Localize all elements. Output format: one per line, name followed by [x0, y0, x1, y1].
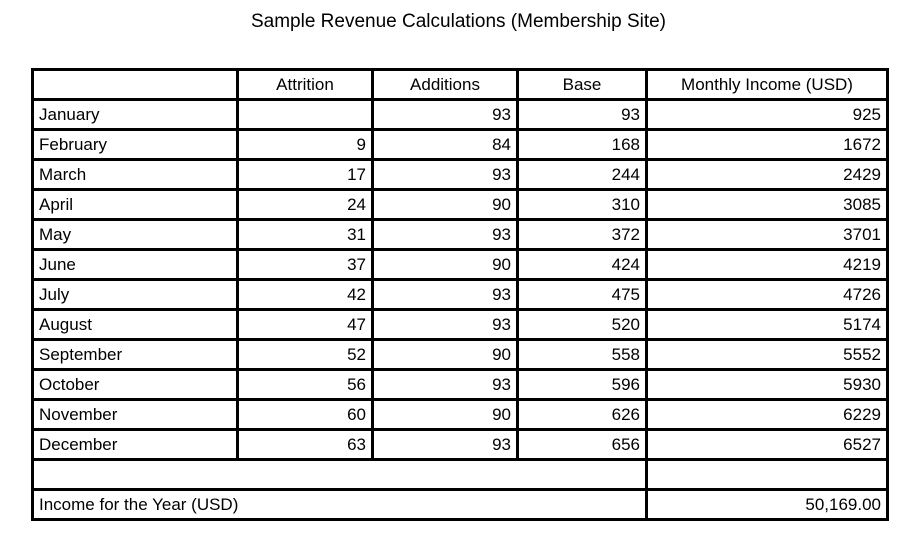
additions-cell: 93 — [371, 278, 519, 311]
additions-cell: 93 — [371, 218, 519, 251]
month-cell: January — [31, 98, 239, 131]
table-row: February 9 84 168 1672 — [31, 128, 889, 161]
header-base: Base — [516, 68, 648, 101]
spacer-cell-left — [31, 458, 648, 491]
base-cell: 372 — [516, 218, 648, 251]
base-cell: 310 — [516, 188, 648, 221]
attrition-cell: 47 — [236, 308, 374, 341]
month-cell: August — [31, 308, 239, 341]
additions-cell: 90 — [371, 248, 519, 281]
attrition-cell — [236, 98, 374, 131]
additions-cell: 93 — [371, 308, 519, 341]
month-cell: November — [31, 398, 239, 431]
table-row: December 63 93 656 6527 — [31, 428, 889, 461]
total-row: Income for the Year (USD) 50,169.00 — [31, 488, 889, 521]
month-cell: February — [31, 128, 239, 161]
attrition-cell: 42 — [236, 278, 374, 311]
month-cell: July — [31, 278, 239, 311]
attrition-cell: 56 — [236, 368, 374, 401]
month-cell: December — [31, 428, 239, 461]
header-month — [31, 68, 239, 101]
base-cell: 168 — [516, 128, 648, 161]
header-attrition: Attrition — [236, 68, 374, 101]
table-row: July 42 93 475 4726 — [31, 278, 889, 311]
income-cell: 5174 — [645, 308, 889, 341]
header-monthly-income: Monthly Income (USD) — [645, 68, 889, 101]
total-value: 50,169.00 — [645, 488, 889, 521]
income-cell: 4219 — [645, 248, 889, 281]
table-row: September 52 90 558 5552 — [31, 338, 889, 371]
income-cell: 6527 — [645, 428, 889, 461]
attrition-cell: 17 — [236, 158, 374, 191]
spacer-cell-right — [645, 458, 889, 491]
attrition-cell: 37 — [236, 248, 374, 281]
attrition-cell: 24 — [236, 188, 374, 221]
table-row: January 93 93 925 — [31, 98, 889, 131]
header-additions: Additions — [371, 68, 519, 101]
month-cell: June — [31, 248, 239, 281]
income-cell: 5552 — [645, 338, 889, 371]
month-cell: April — [31, 188, 239, 221]
base-cell: 656 — [516, 428, 648, 461]
attrition-cell: 31 — [236, 218, 374, 251]
income-cell: 6229 — [645, 398, 889, 431]
base-cell: 558 — [516, 338, 648, 371]
attrition-cell: 63 — [236, 428, 374, 461]
month-cell: September — [31, 338, 239, 371]
spacer-row — [31, 458, 889, 491]
additions-cell: 90 — [371, 188, 519, 221]
additions-cell: 90 — [371, 338, 519, 371]
table-row: March 17 93 244 2429 — [31, 158, 889, 191]
income-cell: 3701 — [645, 218, 889, 251]
attrition-cell: 60 — [236, 398, 374, 431]
page-title: Sample Revenue Calculations (Membership … — [250, 11, 667, 32]
base-cell: 626 — [516, 398, 648, 431]
base-cell: 244 — [516, 158, 648, 191]
additions-cell: 93 — [371, 428, 519, 461]
income-cell: 1672 — [645, 128, 889, 161]
additions-cell: 93 — [371, 158, 519, 191]
base-cell: 596 — [516, 368, 648, 401]
base-cell: 520 — [516, 308, 648, 341]
table-row: April 24 90 310 3085 — [31, 188, 889, 221]
month-cell: October — [31, 368, 239, 401]
additions-cell: 93 — [371, 368, 519, 401]
month-cell: March — [31, 158, 239, 191]
base-cell: 475 — [516, 278, 648, 311]
income-cell: 5930 — [645, 368, 889, 401]
table-row: June 37 90 424 4219 — [31, 248, 889, 281]
table-row: November 60 90 626 6229 — [31, 398, 889, 431]
base-cell: 424 — [516, 248, 648, 281]
table-row: August 47 93 520 5174 — [31, 308, 889, 341]
income-cell: 2429 — [645, 158, 889, 191]
attrition-cell: 52 — [236, 338, 374, 371]
additions-cell: 93 — [371, 98, 519, 131]
month-cell: May — [31, 218, 239, 251]
additions-cell: 84 — [371, 128, 519, 161]
header-row: Attrition Additions Base Monthly Income … — [31, 68, 889, 101]
revenue-table: Attrition Additions Base Monthly Income … — [31, 68, 889, 521]
income-cell: 925 — [645, 98, 889, 131]
base-cell: 93 — [516, 98, 648, 131]
table-row: October 56 93 596 5930 — [31, 368, 889, 401]
attrition-cell: 9 — [236, 128, 374, 161]
total-label: Income for the Year (USD) — [31, 488, 648, 521]
table-row: May 31 93 372 3701 — [31, 218, 889, 251]
additions-cell: 90 — [371, 398, 519, 431]
income-cell: 4726 — [645, 278, 889, 311]
income-cell: 3085 — [645, 188, 889, 221]
